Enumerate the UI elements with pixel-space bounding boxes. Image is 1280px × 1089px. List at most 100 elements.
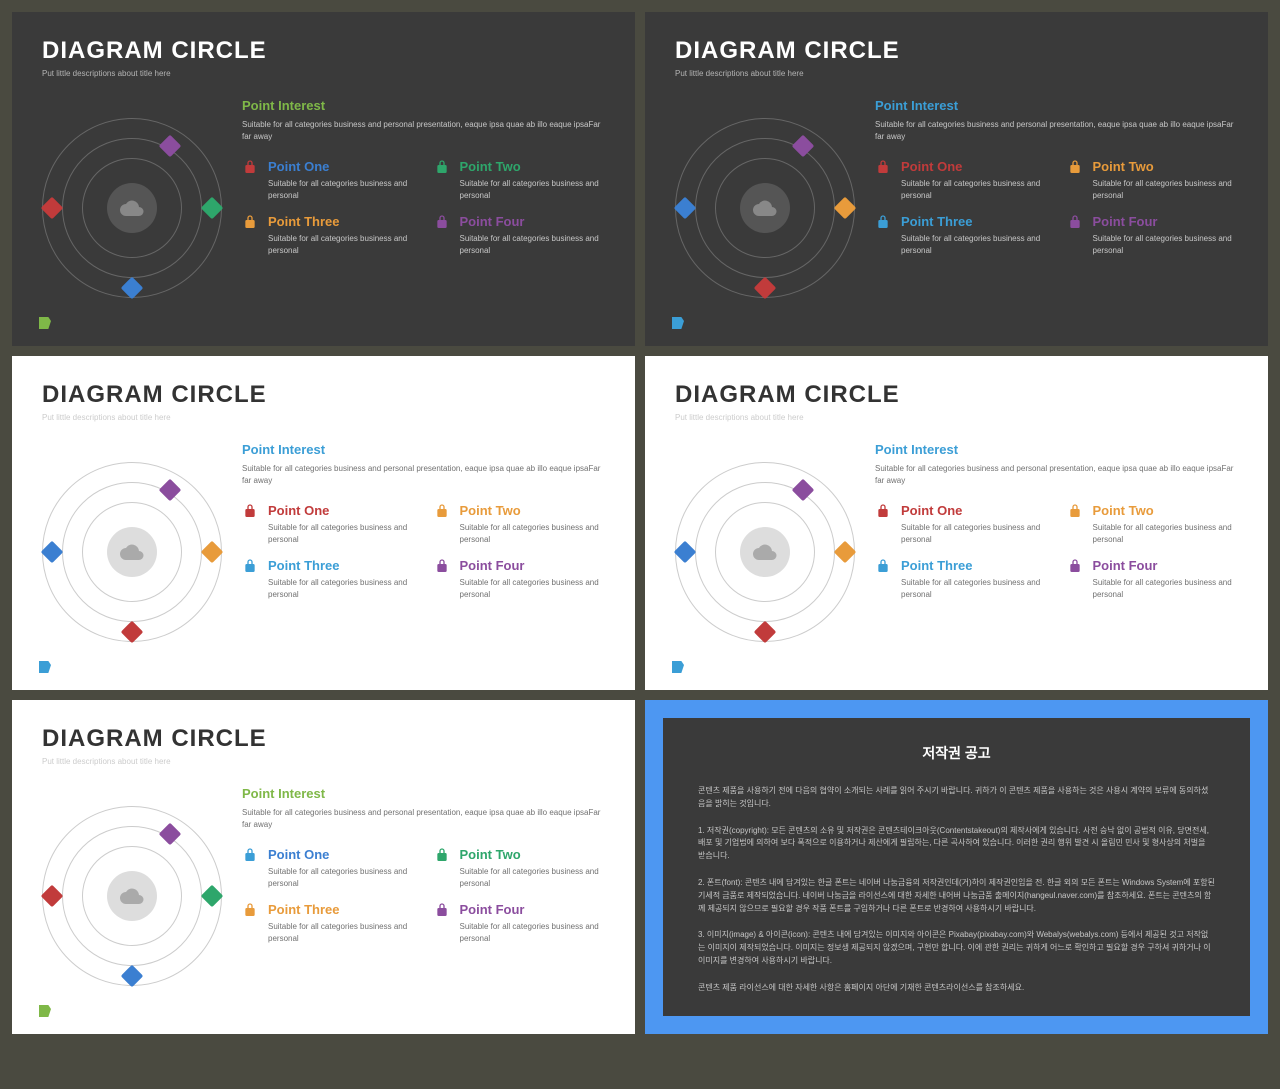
lock-icon: [242, 503, 258, 519]
point-desc: Suitable for all categories business and…: [901, 233, 1047, 257]
point-desc: Suitable for all categories business and…: [460, 233, 606, 257]
lock-icon: [242, 847, 258, 863]
lock-icon: [434, 558, 450, 574]
slide: DIAGRAM CIRCLE Put little descriptions a…: [12, 356, 635, 690]
point-item: Point One Suitable for all categories bu…: [875, 159, 1047, 202]
corner-icon: [670, 659, 686, 675]
point-desc: Suitable for all categories business and…: [1093, 522, 1239, 546]
point-item: Point One Suitable for all categories bu…: [242, 159, 414, 202]
points-grid: Point One Suitable for all categories bu…: [242, 159, 605, 257]
text-area: Point Interest Suitable for all categori…: [875, 98, 1238, 298]
lock-icon: [875, 214, 891, 230]
circle-diagram: [42, 118, 222, 298]
point-item: Point Two Suitable for all categories bu…: [434, 847, 606, 890]
slide-subtitle: Put little descriptions about title here: [42, 413, 605, 422]
point-desc: Suitable for all categories business and…: [901, 577, 1047, 601]
lock-icon: [875, 558, 891, 574]
point-item: Point Three Suitable for all categories …: [875, 214, 1047, 257]
lock-icon: [434, 214, 450, 230]
point-desc: Suitable for all categories business and…: [268, 921, 414, 945]
point-item: Point Four Suitable for all categories b…: [434, 902, 606, 945]
slide-subtitle: Put little descriptions about title here: [42, 757, 605, 766]
slide-subtitle: Put little descriptions about title here: [675, 413, 1238, 422]
point-item: Point One Suitable for all categories bu…: [242, 847, 414, 890]
corner-icon: [37, 315, 53, 331]
point-title: Point Four: [1093, 214, 1239, 229]
point-title: Point One: [901, 503, 1047, 518]
lock-icon: [1067, 159, 1083, 175]
point-title: Point Two: [1093, 159, 1239, 174]
circle-diagram: [42, 806, 222, 986]
lock-icon: [1067, 558, 1083, 574]
point-desc: Suitable for all categories business and…: [460, 522, 606, 546]
lock-icon: [242, 902, 258, 918]
point-desc: Suitable for all categories business and…: [460, 921, 606, 945]
point-desc: Suitable for all categories business and…: [268, 577, 414, 601]
slide-grid: DIAGRAM CIRCLE Put little descriptions a…: [0, 0, 1280, 1046]
interest-title: Point Interest: [875, 98, 1238, 113]
circle-diagram: [675, 118, 855, 298]
lock-icon: [875, 503, 891, 519]
corner-icon: [670, 315, 686, 331]
point-item: Point Four Suitable for all categories b…: [434, 214, 606, 257]
point-title: Point Three: [268, 902, 414, 917]
lock-icon: [242, 214, 258, 230]
point-item: Point Four Suitable for all categories b…: [1067, 558, 1239, 601]
point-title: Point Four: [1093, 558, 1239, 573]
point-title: Point Two: [460, 847, 606, 862]
point-desc: Suitable for all categories business and…: [1093, 577, 1239, 601]
point-title: Point Two: [460, 159, 606, 174]
point-item: Point Three Suitable for all categories …: [242, 558, 414, 601]
interest-title: Point Interest: [242, 98, 605, 113]
point-title: Point One: [268, 847, 414, 862]
text-area: Point Interest Suitable for all categori…: [875, 442, 1238, 642]
copyright-box: 저작권 공고 콘텐츠 제품을 사용하기 전에 다음의 협약이 소개되는 사례를 …: [663, 718, 1250, 1016]
point-desc: Suitable for all categories business and…: [268, 866, 414, 890]
copyright-para: 1. 저작권(copyright): 모든 콘텐츠의 소유 및 저작권은 콘텐츠…: [698, 825, 1215, 863]
lock-icon: [434, 902, 450, 918]
copyright-para: 3. 이미지(image) & 아이콘(icon): 콘텐츠 내에 담겨있는 이…: [698, 929, 1215, 967]
point-desc: Suitable for all categories business and…: [460, 577, 606, 601]
lock-icon: [875, 159, 891, 175]
interest-title: Point Interest: [242, 442, 605, 457]
point-item: Point Three Suitable for all categories …: [875, 558, 1047, 601]
point-desc: Suitable for all categories business and…: [460, 866, 606, 890]
slide: DIAGRAM CIRCLE Put little descriptions a…: [645, 356, 1268, 690]
interest-desc: Suitable for all categories business and…: [875, 463, 1238, 487]
point-title: Point Three: [901, 558, 1047, 573]
text-area: Point Interest Suitable for all categori…: [242, 442, 605, 642]
point-title: Point Four: [460, 902, 606, 917]
point-item: Point Four Suitable for all categories b…: [1067, 214, 1239, 257]
slide-subtitle: Put little descriptions about title here: [675, 69, 1238, 78]
point-item: Point Two Suitable for all categories bu…: [434, 503, 606, 546]
points-grid: Point One Suitable for all categories bu…: [875, 503, 1238, 601]
center-circle: [740, 183, 790, 233]
circle-diagram: [42, 462, 222, 642]
center-circle: [107, 183, 157, 233]
point-desc: Suitable for all categories business and…: [901, 178, 1047, 202]
center-circle: [740, 527, 790, 577]
interest-desc: Suitable for all categories business and…: [242, 463, 605, 487]
copyright-para: 2. 폰트(font): 콘텐츠 내에 담겨있는 한글 폰트는 네이버 나눔금융…: [698, 877, 1215, 915]
circle-diagram: [675, 462, 855, 642]
center-circle: [107, 871, 157, 921]
point-desc: Suitable for all categories business and…: [901, 522, 1047, 546]
point-title: Point One: [268, 159, 414, 174]
copyright-slide: 저작권 공고 콘텐츠 제품을 사용하기 전에 다음의 협약이 소개되는 사례를 …: [645, 700, 1268, 1034]
lock-icon: [1067, 214, 1083, 230]
point-item: Point Four Suitable for all categories b…: [434, 558, 606, 601]
points-grid: Point One Suitable for all categories bu…: [242, 847, 605, 945]
point-title: Point Two: [460, 503, 606, 518]
interest-desc: Suitable for all categories business and…: [242, 807, 605, 831]
slide: DIAGRAM CIRCLE Put little descriptions a…: [645, 12, 1268, 346]
slide-content: Point Interest Suitable for all categori…: [42, 786, 605, 986]
point-title: Point Three: [901, 214, 1047, 229]
copyright-title: 저작권 공고: [698, 743, 1215, 763]
point-desc: Suitable for all categories business and…: [460, 178, 606, 202]
lock-icon: [434, 847, 450, 863]
slide: DIAGRAM CIRCLE Put little descriptions a…: [12, 12, 635, 346]
slide-title: DIAGRAM CIRCLE: [42, 725, 605, 753]
point-item: Point Three Suitable for all categories …: [242, 902, 414, 945]
point-title: Point Four: [460, 558, 606, 573]
point-item: Point One Suitable for all categories bu…: [875, 503, 1047, 546]
